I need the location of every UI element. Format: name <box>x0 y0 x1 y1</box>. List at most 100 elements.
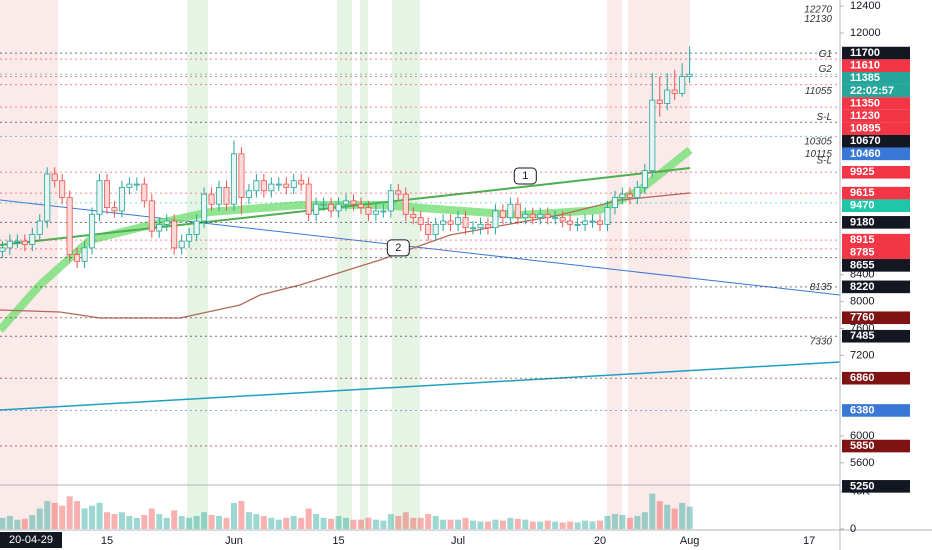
volume-bar <box>604 515 611 529</box>
price-tag <box>842 147 910 161</box>
y-tick-label: 7200 <box>850 349 874 361</box>
price-tag <box>842 480 910 493</box>
candle-body <box>357 203 364 208</box>
x-tick-label: 15 <box>101 535 113 547</box>
volume-bar <box>133 517 140 529</box>
moving-average <box>0 192 691 319</box>
price-tag <box>842 59 910 72</box>
candle-body <box>66 197 73 255</box>
price-tag <box>842 259 910 272</box>
volume-bar <box>365 517 372 529</box>
candle-body <box>290 180 297 188</box>
candle-body <box>36 220 43 235</box>
candle-body <box>305 183 312 215</box>
candle-body <box>589 220 596 223</box>
candle-body <box>440 220 447 225</box>
candle-body <box>103 180 110 208</box>
price-tag <box>842 329 910 343</box>
volume-bar <box>679 502 686 529</box>
volume-bar <box>589 521 596 529</box>
candle-body <box>6 240 13 249</box>
volume-bar <box>417 517 424 529</box>
candle-body <box>611 197 618 208</box>
candle-body <box>193 220 200 235</box>
price-tag <box>842 134 910 148</box>
candle-body <box>365 207 372 215</box>
volume-bar <box>634 515 641 529</box>
x-tick-label: Jul <box>451 535 465 547</box>
volume-bar <box>298 517 305 529</box>
candle-body <box>372 210 379 215</box>
candle-body <box>148 200 155 232</box>
volume-bar <box>514 518 521 529</box>
candle-body <box>118 187 125 212</box>
volume-bar <box>432 515 439 529</box>
candle-body <box>417 217 424 225</box>
volume-bar <box>626 517 633 529</box>
price-tag-label: 5850 <box>850 440 874 452</box>
volume-bar <box>216 515 223 529</box>
volume-bar <box>81 508 88 529</box>
volume-bar <box>462 517 469 529</box>
volume-bar <box>238 501 245 529</box>
volume-bar <box>201 512 208 529</box>
candle-body <box>141 183 148 202</box>
price-tag-label: 7760 <box>850 312 874 324</box>
volume-bar <box>410 517 417 529</box>
volume-bar <box>671 508 678 529</box>
volume-bar <box>59 505 66 529</box>
volume-bar <box>597 520 603 529</box>
candle-body <box>626 193 633 198</box>
volume-bar <box>14 519 21 529</box>
volume-bar <box>290 515 297 529</box>
candle-body <box>522 213 529 219</box>
price-tag-label: 11230 <box>850 110 880 122</box>
countdown-tag <box>842 84 910 98</box>
session-bands <box>0 0 690 530</box>
price-tag <box>842 233 910 247</box>
y-tick-label: 5600 <box>850 457 874 469</box>
price-tag-label: 5250 <box>850 480 874 492</box>
candle-body <box>499 210 506 219</box>
volume-bar <box>148 508 155 529</box>
candle-body <box>514 203 521 219</box>
price-tag <box>842 97 910 110</box>
volume-bar <box>29 515 36 529</box>
trend-line <box>0 199 841 296</box>
x-tick-label: 20 <box>594 535 606 547</box>
candle-body <box>238 153 245 198</box>
volume-bar <box>96 502 103 529</box>
y-tick-label: 12000 <box>850 27 881 39</box>
price-tag-label: 8655 <box>850 259 874 271</box>
candle-body <box>335 203 342 212</box>
band <box>187 0 208 530</box>
volume-bar <box>171 510 178 529</box>
volume-bar <box>21 518 28 529</box>
price-tag <box>842 439 910 453</box>
volume-bar <box>537 521 544 529</box>
volume-bar <box>141 515 148 529</box>
candle-body <box>275 183 282 186</box>
price-tag-label: 8915 <box>850 234 874 246</box>
volume-bar <box>89 505 96 529</box>
y-tick-label: 6000 <box>850 430 874 442</box>
candle-body <box>21 240 28 245</box>
candle-body <box>552 217 559 220</box>
level-annotation: 7330 <box>810 336 833 347</box>
level-annotation: 8135 <box>810 282 833 293</box>
volume-bar <box>395 515 402 529</box>
volume-bar <box>156 514 163 529</box>
candle-body <box>619 193 626 198</box>
candle-body <box>96 180 103 215</box>
candle-body <box>260 180 267 192</box>
countdown-label: 22:02:57 <box>850 85 894 97</box>
band <box>607 0 622 530</box>
candle-body <box>462 217 469 229</box>
price-tag-label: 11385 <box>850 72 880 84</box>
candle-body <box>223 187 230 205</box>
candle-body <box>387 190 394 212</box>
volume-bar <box>208 515 215 529</box>
x-tick-label: Jun <box>225 535 243 547</box>
price-tag <box>842 404 910 417</box>
